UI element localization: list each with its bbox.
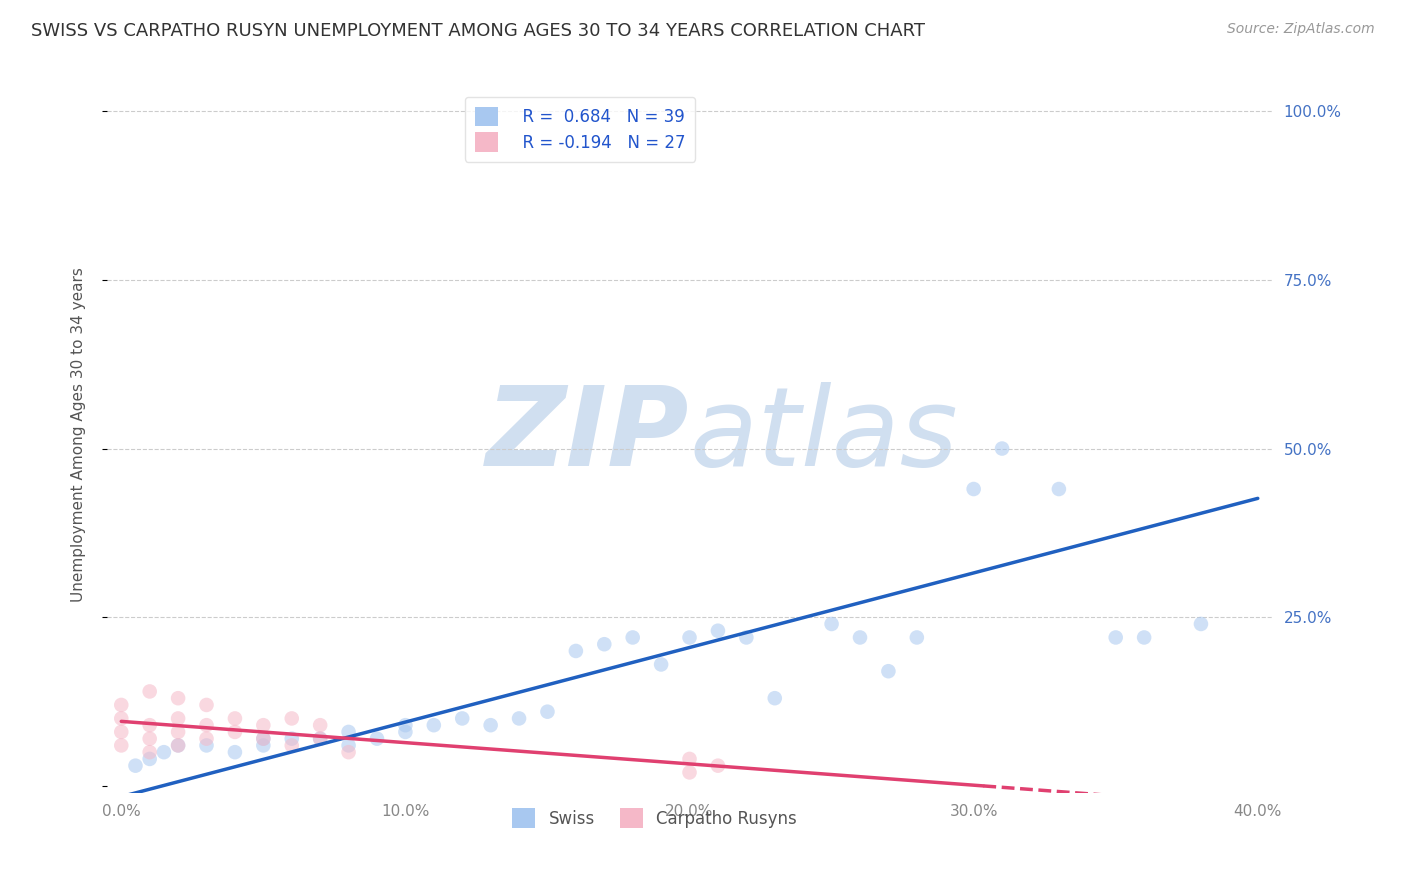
Point — [110, 725, 132, 739]
Point — [707, 624, 730, 638]
Point — [337, 745, 360, 759]
Point — [138, 684, 160, 698]
Point — [366, 731, 388, 746]
Point — [1133, 631, 1156, 645]
Y-axis label: Unemployment Among Ages 30 to 34 years: Unemployment Among Ages 30 to 34 years — [72, 268, 86, 602]
Point — [138, 731, 160, 746]
Point — [124, 758, 146, 772]
Point — [394, 725, 416, 739]
Point — [508, 711, 530, 725]
Point — [678, 752, 700, 766]
Point — [593, 637, 616, 651]
Point — [195, 739, 218, 753]
Point — [905, 631, 928, 645]
Point — [224, 745, 246, 759]
Point — [763, 691, 786, 706]
Point — [167, 725, 190, 739]
Point — [991, 442, 1014, 456]
Text: Source: ZipAtlas.com: Source: ZipAtlas.com — [1227, 22, 1375, 37]
Point — [678, 631, 700, 645]
Point — [110, 711, 132, 725]
Point — [167, 711, 190, 725]
Point — [167, 739, 190, 753]
Point — [820, 617, 842, 632]
Point — [309, 731, 332, 746]
Point — [224, 725, 246, 739]
Point — [877, 664, 900, 678]
Point — [678, 765, 700, 780]
Point — [224, 711, 246, 725]
Point — [138, 745, 160, 759]
Legend: Swiss, Carpatho Rusyns: Swiss, Carpatho Rusyns — [505, 802, 804, 834]
Point — [281, 739, 304, 753]
Point — [195, 698, 218, 712]
Point — [536, 705, 558, 719]
Point — [565, 644, 588, 658]
Point — [650, 657, 672, 672]
Point — [281, 711, 304, 725]
Point — [138, 752, 160, 766]
Point — [167, 739, 190, 753]
Point — [1047, 482, 1070, 496]
Point — [621, 631, 644, 645]
Text: ZIP: ZIP — [486, 382, 689, 489]
Point — [451, 711, 474, 725]
Point — [110, 698, 132, 712]
Point — [252, 718, 274, 732]
Point — [1105, 631, 1128, 645]
Point — [337, 725, 360, 739]
Point — [1189, 617, 1212, 632]
Point — [962, 482, 984, 496]
Text: atlas: atlas — [689, 382, 957, 489]
Point — [394, 718, 416, 732]
Point — [735, 631, 758, 645]
Point — [337, 739, 360, 753]
Text: SWISS VS CARPATHO RUSYN UNEMPLOYMENT AMONG AGES 30 TO 34 YEARS CORRELATION CHART: SWISS VS CARPATHO RUSYN UNEMPLOYMENT AMO… — [31, 22, 925, 40]
Point — [707, 758, 730, 772]
Point — [252, 731, 274, 746]
Point — [281, 731, 304, 746]
Point — [309, 718, 332, 732]
Point — [849, 631, 872, 645]
Point — [138, 718, 160, 732]
Point — [167, 691, 190, 706]
Point — [153, 745, 176, 759]
Point — [195, 731, 218, 746]
Point — [309, 731, 332, 746]
Point — [479, 718, 502, 732]
Point — [252, 739, 274, 753]
Point — [110, 739, 132, 753]
Point — [252, 731, 274, 746]
Point — [195, 718, 218, 732]
Point — [423, 718, 446, 732]
